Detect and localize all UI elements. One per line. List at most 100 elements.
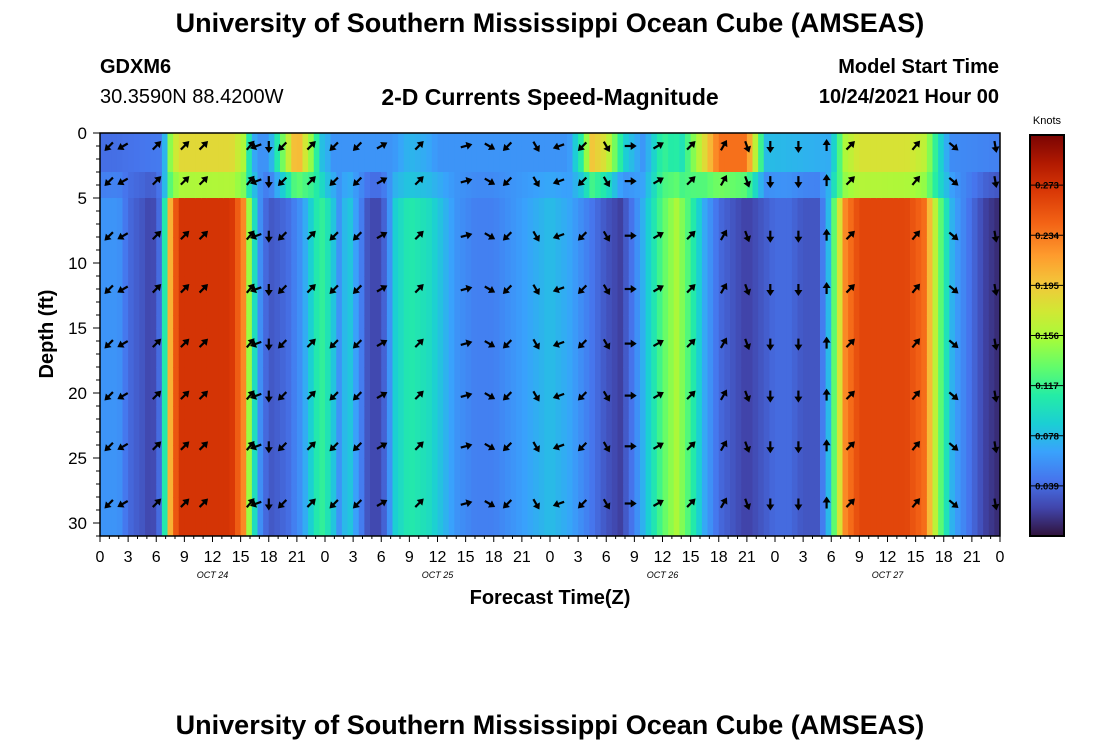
heatmap-cell — [797, 172, 804, 186]
heatmap-cell — [645, 276, 652, 290]
heatmap-cell — [825, 367, 832, 381]
heatmap-cell — [420, 315, 427, 329]
heatmap-cell — [426, 432, 433, 446]
heatmap-cell — [595, 315, 602, 329]
heatmap-cell — [724, 198, 731, 212]
heatmap-cell — [263, 471, 270, 485]
heatmap-cell — [696, 224, 703, 238]
heatmap-cell — [167, 341, 174, 355]
heatmap-cell — [448, 354, 455, 368]
heatmap-cell — [364, 198, 371, 212]
heatmap-cell — [949, 367, 956, 381]
heatmap-cell — [887, 458, 894, 472]
heatmap-cell — [583, 133, 590, 147]
heatmap-cell — [375, 367, 382, 381]
heatmap-cell — [218, 406, 225, 420]
heatmap-cell — [218, 367, 225, 381]
heatmap-cell — [893, 471, 900, 485]
heatmap-cell — [116, 133, 124, 147]
heatmap-cell — [403, 250, 410, 264]
heatmap-cell — [128, 263, 135, 277]
heatmap-cell — [910, 185, 917, 199]
heatmap-cell — [881, 497, 889, 511]
heatmap-cell — [943, 133, 950, 147]
heatmap-cell — [476, 341, 484, 355]
heatmap-cell — [960, 432, 967, 446]
heatmap-cell — [758, 315, 765, 329]
heatmap-cell — [696, 159, 703, 173]
heatmap-cell — [325, 406, 332, 420]
heatmap-cell — [201, 185, 208, 199]
current-arrow — [180, 176, 190, 186]
heatmap-cell — [926, 497, 934, 511]
current-arrow — [104, 391, 114, 401]
heatmap-cell — [212, 185, 219, 199]
heatmap-cell — [516, 250, 523, 264]
heatmap-cell — [521, 458, 529, 472]
heatmap-cell — [296, 315, 304, 329]
heatmap-cell — [707, 510, 714, 524]
heatmap-cell — [870, 289, 877, 303]
heatmap-cell — [274, 159, 281, 173]
heatmap-cell — [505, 367, 512, 381]
heatmap-cell — [623, 172, 630, 186]
heatmap-cell — [842, 146, 849, 160]
heatmap-cell — [516, 419, 523, 433]
heatmap-cell — [544, 237, 551, 251]
heatmap-cell — [791, 354, 799, 368]
heatmap-cell — [460, 445, 467, 459]
heatmap-cell — [606, 458, 613, 472]
heatmap-cell — [139, 380, 146, 394]
heatmap-cell — [943, 328, 950, 342]
heatmap-cell — [696, 289, 703, 303]
heatmap-cell — [983, 367, 990, 381]
heatmap-cell — [971, 367, 979, 381]
heatmap-cell — [966, 393, 973, 407]
heatmap-cell — [966, 484, 973, 498]
heatmap-cell — [347, 497, 354, 511]
heatmap-cell — [943, 471, 950, 485]
heatmap-cell — [505, 185, 512, 199]
heatmap-cell — [668, 276, 675, 290]
heatmap-cell — [336, 497, 343, 511]
heatmap-cell — [341, 133, 349, 147]
heatmap-cell — [561, 289, 568, 303]
heatmap-cell — [842, 432, 849, 446]
heatmap-cell — [893, 133, 900, 147]
heatmap-cell — [836, 211, 844, 225]
heatmap-cell — [611, 380, 619, 394]
heatmap-cell — [409, 484, 416, 498]
heatmap-cell — [775, 302, 782, 316]
heatmap-cell — [690, 146, 697, 160]
heatmap-cell — [994, 159, 1000, 173]
heatmap-cell — [926, 341, 934, 355]
heatmap-cell — [589, 302, 596, 316]
heatmap-cell — [325, 380, 332, 394]
heatmap-cell — [313, 419, 320, 433]
heatmap-cell — [263, 523, 270, 536]
heatmap-cell — [353, 315, 360, 329]
heatmap-cell — [426, 406, 433, 420]
heatmap-cell — [268, 341, 275, 355]
heatmap-cell — [392, 172, 399, 186]
heatmap-cell — [606, 432, 613, 446]
heatmap-cell — [246, 341, 253, 355]
heatmap-cell — [836, 393, 844, 407]
heatmap-cell — [696, 497, 703, 511]
heatmap-cell — [274, 367, 281, 381]
heatmap-cell — [521, 367, 529, 381]
heatmap-cell — [145, 484, 152, 498]
heatmap-cell — [386, 224, 394, 238]
heatmap-cell — [595, 393, 602, 407]
heatmap-cell — [240, 198, 247, 212]
heatmap-cell — [364, 302, 371, 316]
heatmap-cell — [803, 211, 810, 225]
heatmap-cell — [730, 406, 737, 420]
heatmap-cell — [195, 484, 202, 498]
heatmap-cell — [786, 289, 793, 303]
heatmap-cell — [589, 263, 596, 277]
heatmap-cell — [415, 133, 422, 147]
heatmap-cell — [775, 328, 782, 342]
heatmap-cell — [437, 237, 444, 251]
heatmap-cell — [910, 302, 917, 316]
